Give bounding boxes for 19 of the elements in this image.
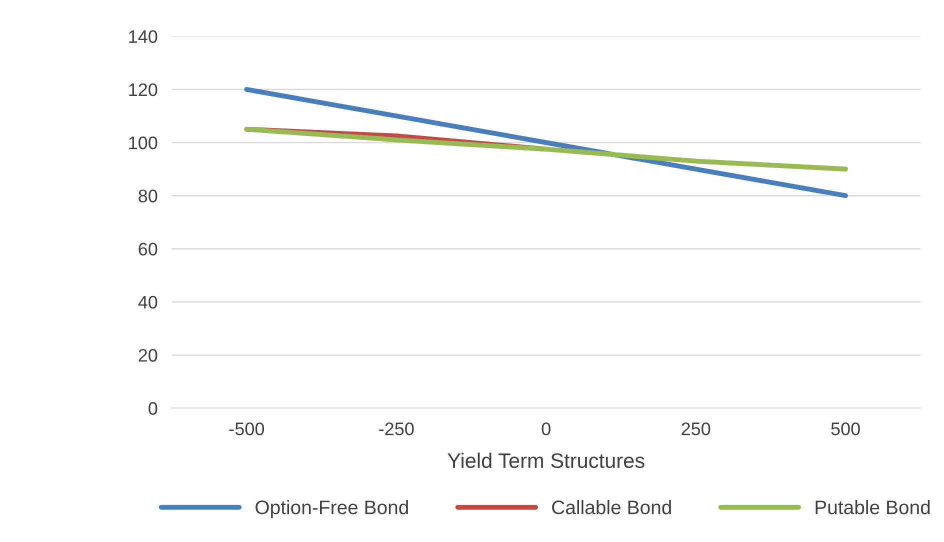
x-axis-title: Yield Term Structures	[448, 452, 644, 468]
x-tick-label: 500	[831, 422, 860, 436]
x-tick-label: 0	[542, 422, 550, 436]
y-tick-label: 60	[138, 242, 158, 256]
line-series	[244, 87, 848, 198]
y-tick-label: 0	[148, 402, 158, 415]
legend-label: Putable Bond	[816, 500, 930, 514]
x-tick-label: -250	[379, 422, 414, 436]
line-series	[244, 126, 848, 172]
legend-label: Callable Bond	[552, 500, 671, 514]
y-tick-label: 100	[129, 136, 158, 150]
y-tick-label: 140	[129, 30, 158, 44]
legend-label: Option-Free Bond	[256, 500, 408, 518]
x-tick-label: 250	[682, 422, 710, 436]
y-tick-label: 120	[129, 83, 158, 96]
y-tick-label: 20	[138, 348, 158, 362]
x-tick-label: -500	[229, 422, 264, 436]
y-tick-label: 40	[138, 296, 158, 309]
y-tick-label: 80	[138, 190, 158, 202]
